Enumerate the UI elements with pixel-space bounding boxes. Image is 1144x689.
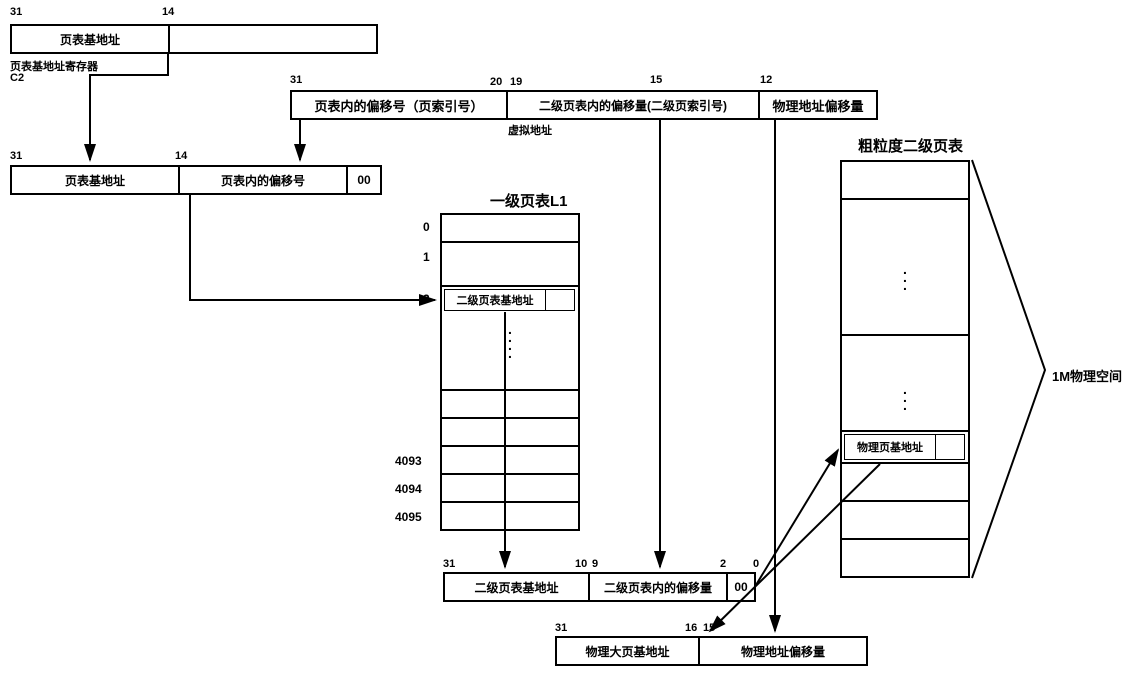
l1-idx-1: 1 xyxy=(423,250,430,264)
l1-title: 一级页表L1 xyxy=(490,190,568,211)
arrow-c2-to-l1addr xyxy=(90,54,168,160)
phys-space-label: 1M物理空间 xyxy=(1052,366,1122,385)
l2-dots2: ... xyxy=(895,385,915,409)
phys-bit-15: 15 xyxy=(703,622,715,634)
l2-row-mid xyxy=(840,334,970,374)
va-bit-12: 12 xyxy=(760,74,772,86)
l1-idx-0: 0 xyxy=(423,220,430,234)
c2-caption2: C2 xyxy=(10,72,24,84)
l2addr-cell2: 二级页表内的偏移量 xyxy=(588,572,728,602)
c2-bit-31: 31 xyxy=(10,6,22,18)
l1-row-1 xyxy=(440,241,580,271)
l2-row-a xyxy=(840,462,970,502)
va-bit-20: 20 xyxy=(490,76,502,88)
va-cell3: 物理地址偏移量 xyxy=(758,90,878,120)
diagram-canvas: 31 14 页表基地址 页表基地址寄存器 C2 31 20 19 15 12 页… xyxy=(0,0,1144,689)
l1addr-cell2: 页表内的偏移号 xyxy=(178,165,348,195)
l1addr-cell1: 页表基地址 xyxy=(10,165,180,195)
l2addr-bit-9: 9 xyxy=(592,558,598,570)
l1-idx-4093: 4093 xyxy=(395,454,422,468)
l1-row-4094 xyxy=(440,473,580,503)
l2addr-bit-31: 31 xyxy=(443,558,455,570)
phys-bit-16: 16 xyxy=(685,622,697,634)
l2-row-1 xyxy=(840,198,970,238)
l1addr-bit-14: 14 xyxy=(175,150,187,162)
l2addr-bit-0: 0 xyxy=(753,558,759,570)
l2-entry-rest xyxy=(935,434,965,460)
l1-row-0 xyxy=(440,213,580,243)
va-bit-15: 15 xyxy=(650,74,662,86)
c2-cell-empty xyxy=(168,24,378,54)
va-cell1: 页表内的偏移号（页索引号） xyxy=(290,90,508,120)
l1-row-4093 xyxy=(440,445,580,475)
arrow-l2addr-to-l2table xyxy=(756,450,838,585)
l1-idx-4095: 4095 xyxy=(395,510,422,524)
c2-bit-14: 14 xyxy=(162,6,174,18)
l2addr-bit-2: 2 xyxy=(720,558,726,570)
va-caption: 虚拟地址 xyxy=(508,122,552,138)
l1-idx-3: 3 xyxy=(423,292,430,306)
phys-bit-31: 31 xyxy=(555,622,567,634)
l2-row-0 xyxy=(840,160,970,200)
l1-entry-rest xyxy=(545,289,575,311)
l2addr-cell3: 00 xyxy=(726,572,756,602)
l2-title: 粗粒度二级页表 xyxy=(858,135,963,156)
l1-dots: .... xyxy=(500,325,520,357)
bracket-1m xyxy=(972,160,1045,578)
l2-dots1: ... xyxy=(895,265,915,289)
l2addr-bit-10: 10 xyxy=(575,558,587,570)
l2-row-b xyxy=(840,500,970,540)
l2-entry-base: 物理页基地址 xyxy=(844,434,936,460)
phys-cell1: 物理大页基地址 xyxy=(555,636,700,666)
va-bit-19: 19 xyxy=(510,76,522,88)
phys-cell2: 物理地址偏移量 xyxy=(698,636,868,666)
l1-entry-base: 二级页表基地址 xyxy=(444,289,546,311)
l1addr-cell3: 00 xyxy=(346,165,382,195)
l1-idx-4094: 4094 xyxy=(395,482,422,496)
l2-row-c xyxy=(840,538,970,578)
c2-cell-base: 页表基地址 xyxy=(10,24,170,54)
l1-row-b xyxy=(440,417,580,447)
va-cell2: 二级页表内的偏移量(二级页索引号) xyxy=(506,90,760,120)
l2addr-cell1: 二级页表基地址 xyxy=(443,572,590,602)
l1-row-4095 xyxy=(440,501,580,531)
arrow-l1addr-to-l1table xyxy=(190,195,435,300)
l1addr-bit-31: 31 xyxy=(10,150,22,162)
va-bit-31: 31 xyxy=(290,74,302,86)
l1-row-a xyxy=(440,389,580,419)
